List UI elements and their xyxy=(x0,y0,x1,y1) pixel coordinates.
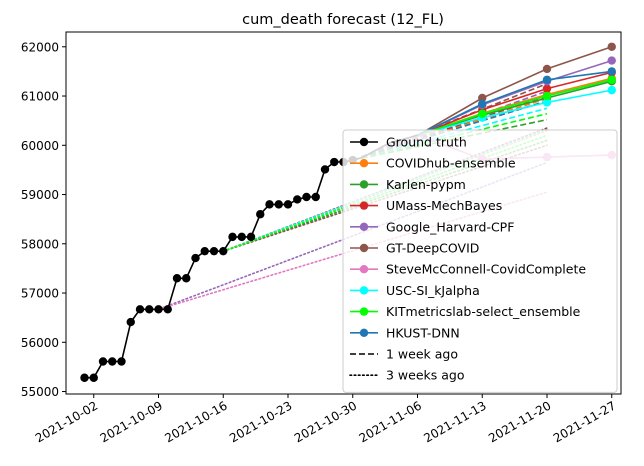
legend-label-1-week-ago: 1 week ago xyxy=(386,347,458,362)
ground-truth-point xyxy=(108,357,117,366)
legend-marker-hkust-dnn xyxy=(359,328,369,337)
forecast-point-hkust-dnn xyxy=(478,99,487,109)
x-tick-label: 2021-11-20 xyxy=(486,398,553,445)
ground-truth-point xyxy=(135,305,145,314)
ground-truth-point xyxy=(246,232,256,242)
x-tick-label: 2021-10-16 xyxy=(162,398,229,445)
forecast-point-gt-deepcovid xyxy=(607,42,616,51)
ground-truth-point xyxy=(191,253,200,263)
forecast-point-usc-si-kjalpha xyxy=(607,85,616,95)
ground-truth-point xyxy=(219,246,228,256)
forecast-point-google-harvard-cpf xyxy=(607,56,616,65)
legend-label-covidhub-ensemble: COVIDhub-ensemble xyxy=(386,156,516,171)
ground-truth-point xyxy=(330,157,339,167)
legend-marker-stevemcconnell-covidcomplete xyxy=(359,265,369,274)
forecast-point-usc-si-kjalpha xyxy=(542,98,552,107)
legend-marker-usc-si-kjalpha xyxy=(359,286,369,295)
legend-marker-karlen-pypm xyxy=(359,180,369,189)
ground-truth-point xyxy=(209,246,219,256)
legend-label-hkust-dnn: HKUST-DNN xyxy=(386,325,460,340)
forecast-point-hkust-dnn xyxy=(542,75,552,84)
forecast-1wk-covidhub-ensemble xyxy=(352,97,548,161)
forecast-point-kitmetricslab-select-ensemble xyxy=(607,75,616,84)
x-tick-label: 2021-10-02 xyxy=(33,398,100,445)
forecast-line-kitmetricslab-select-ensemble xyxy=(417,79,612,137)
forecast-line-usc-si-kjalpha xyxy=(417,89,612,137)
y-tick-label: 56000 xyxy=(21,336,59,350)
y-tick-label: 62000 xyxy=(21,40,59,54)
ground-truth-point xyxy=(311,192,320,202)
y-tick-label: 61000 xyxy=(21,90,59,104)
ground-truth-point xyxy=(320,165,330,174)
ground-truth-point xyxy=(163,305,172,314)
ground-truth-point xyxy=(117,357,126,366)
y-tick-label: 57000 xyxy=(21,287,59,301)
legend-box xyxy=(342,129,618,393)
legend: Ground truth COVIDhub-ensemble Karlen-pypm… xyxy=(342,129,618,393)
forecast-point-gt-deepcovid xyxy=(542,64,552,74)
y-tick-label: 58000 xyxy=(21,237,59,251)
legend-label-ground-truth: Ground truth xyxy=(386,135,467,150)
ground-truth-point xyxy=(274,200,283,209)
legend-label-google-harvard-cpf: Google_Harvard-CPF xyxy=(386,219,514,234)
x-tick-label: 2021-11-27 xyxy=(551,398,618,445)
legend-marker-umass-mechbayes xyxy=(359,201,369,210)
y-tick-label: 55000 xyxy=(21,385,59,399)
ground-truth-point xyxy=(237,232,246,242)
x-axis: 2021-10-022021-10-092021-10-162021-10-23… xyxy=(33,394,618,445)
y-tick-label: 59000 xyxy=(21,188,59,202)
ground-truth-point xyxy=(80,373,89,382)
forecast-line-umass-mechbayes xyxy=(417,71,612,137)
ground-truth-point xyxy=(126,317,135,327)
forecast-line-gt-deepcovid xyxy=(417,46,613,137)
legend-label-karlen-pypm: Karlen-pypm xyxy=(386,177,466,192)
ground-truth-point xyxy=(293,195,302,204)
y-axis: 55000 56000 57000 58000 59000 60000 61000 62000 xyxy=(21,40,66,399)
legend-label-umass-mechbayes: UMass-MechBayes xyxy=(386,198,502,213)
forecast-point-kitmetricslab-select-ensemble xyxy=(542,91,552,101)
forecast-point-hkust-dnn xyxy=(607,67,616,76)
ground-truth-point xyxy=(89,373,98,382)
legend-marker-covidhub-ensemble xyxy=(359,159,369,168)
legend-label-gt-deepcovid: GT-DeepCOVID xyxy=(386,241,479,256)
ground-truth-point xyxy=(228,232,237,242)
x-tick-label: 2021-10-09 xyxy=(98,398,165,445)
forecast-line-hkust-dnn xyxy=(417,70,612,137)
legend-label-usc-si-kjalpha: USC-SI_kJalpha xyxy=(386,283,480,298)
ground-truth-point xyxy=(98,357,108,366)
ground-truth-point xyxy=(145,305,154,314)
ground-truth-point xyxy=(265,200,274,209)
ground-truth-point xyxy=(172,274,182,283)
forecast-point-umass-mechbayes xyxy=(542,84,552,93)
ground-truth-point xyxy=(302,192,311,202)
chart-title: cum_death forecast (12_FL) xyxy=(242,12,444,28)
ground-truth-point xyxy=(256,210,265,219)
ground-truth-point xyxy=(182,274,191,283)
legend-marker-ground-truth xyxy=(359,137,369,147)
forecast-1wk-umass-mechbayes xyxy=(352,95,548,161)
x-tick-label: 2021-10-23 xyxy=(227,398,294,445)
forecast-point-gt-deepcovid xyxy=(478,93,487,103)
forecast-point-kitmetricslab-select-ensemble xyxy=(478,109,487,118)
ground-truth-point xyxy=(154,305,163,314)
ground-truth-point xyxy=(283,200,293,209)
x-tick-label: 2021-11-13 xyxy=(421,398,488,445)
y-tick-label: 60000 xyxy=(21,139,59,153)
legend-marker-kitmetricslab-select-ensemble xyxy=(359,307,369,316)
x-tick-label: 2021-11-06 xyxy=(357,398,424,445)
ground-truth-point xyxy=(200,246,209,256)
legend-label-3-weeks-ago: 3 weeks ago xyxy=(386,368,465,383)
legend-marker-gt-deepcovid xyxy=(359,243,369,253)
legend-label-kitmetricslab-select-ensemble: KITmetricslab-select_ensemble xyxy=(386,304,581,319)
legend-label-stevemcconnell-covidcomplete: SteveMcConnell-CovidComplete xyxy=(386,262,586,277)
axes-frame xyxy=(65,31,622,395)
legend-marker-google-harvard-cpf xyxy=(359,222,369,231)
x-tick-label: 2021-10-30 xyxy=(292,398,359,445)
